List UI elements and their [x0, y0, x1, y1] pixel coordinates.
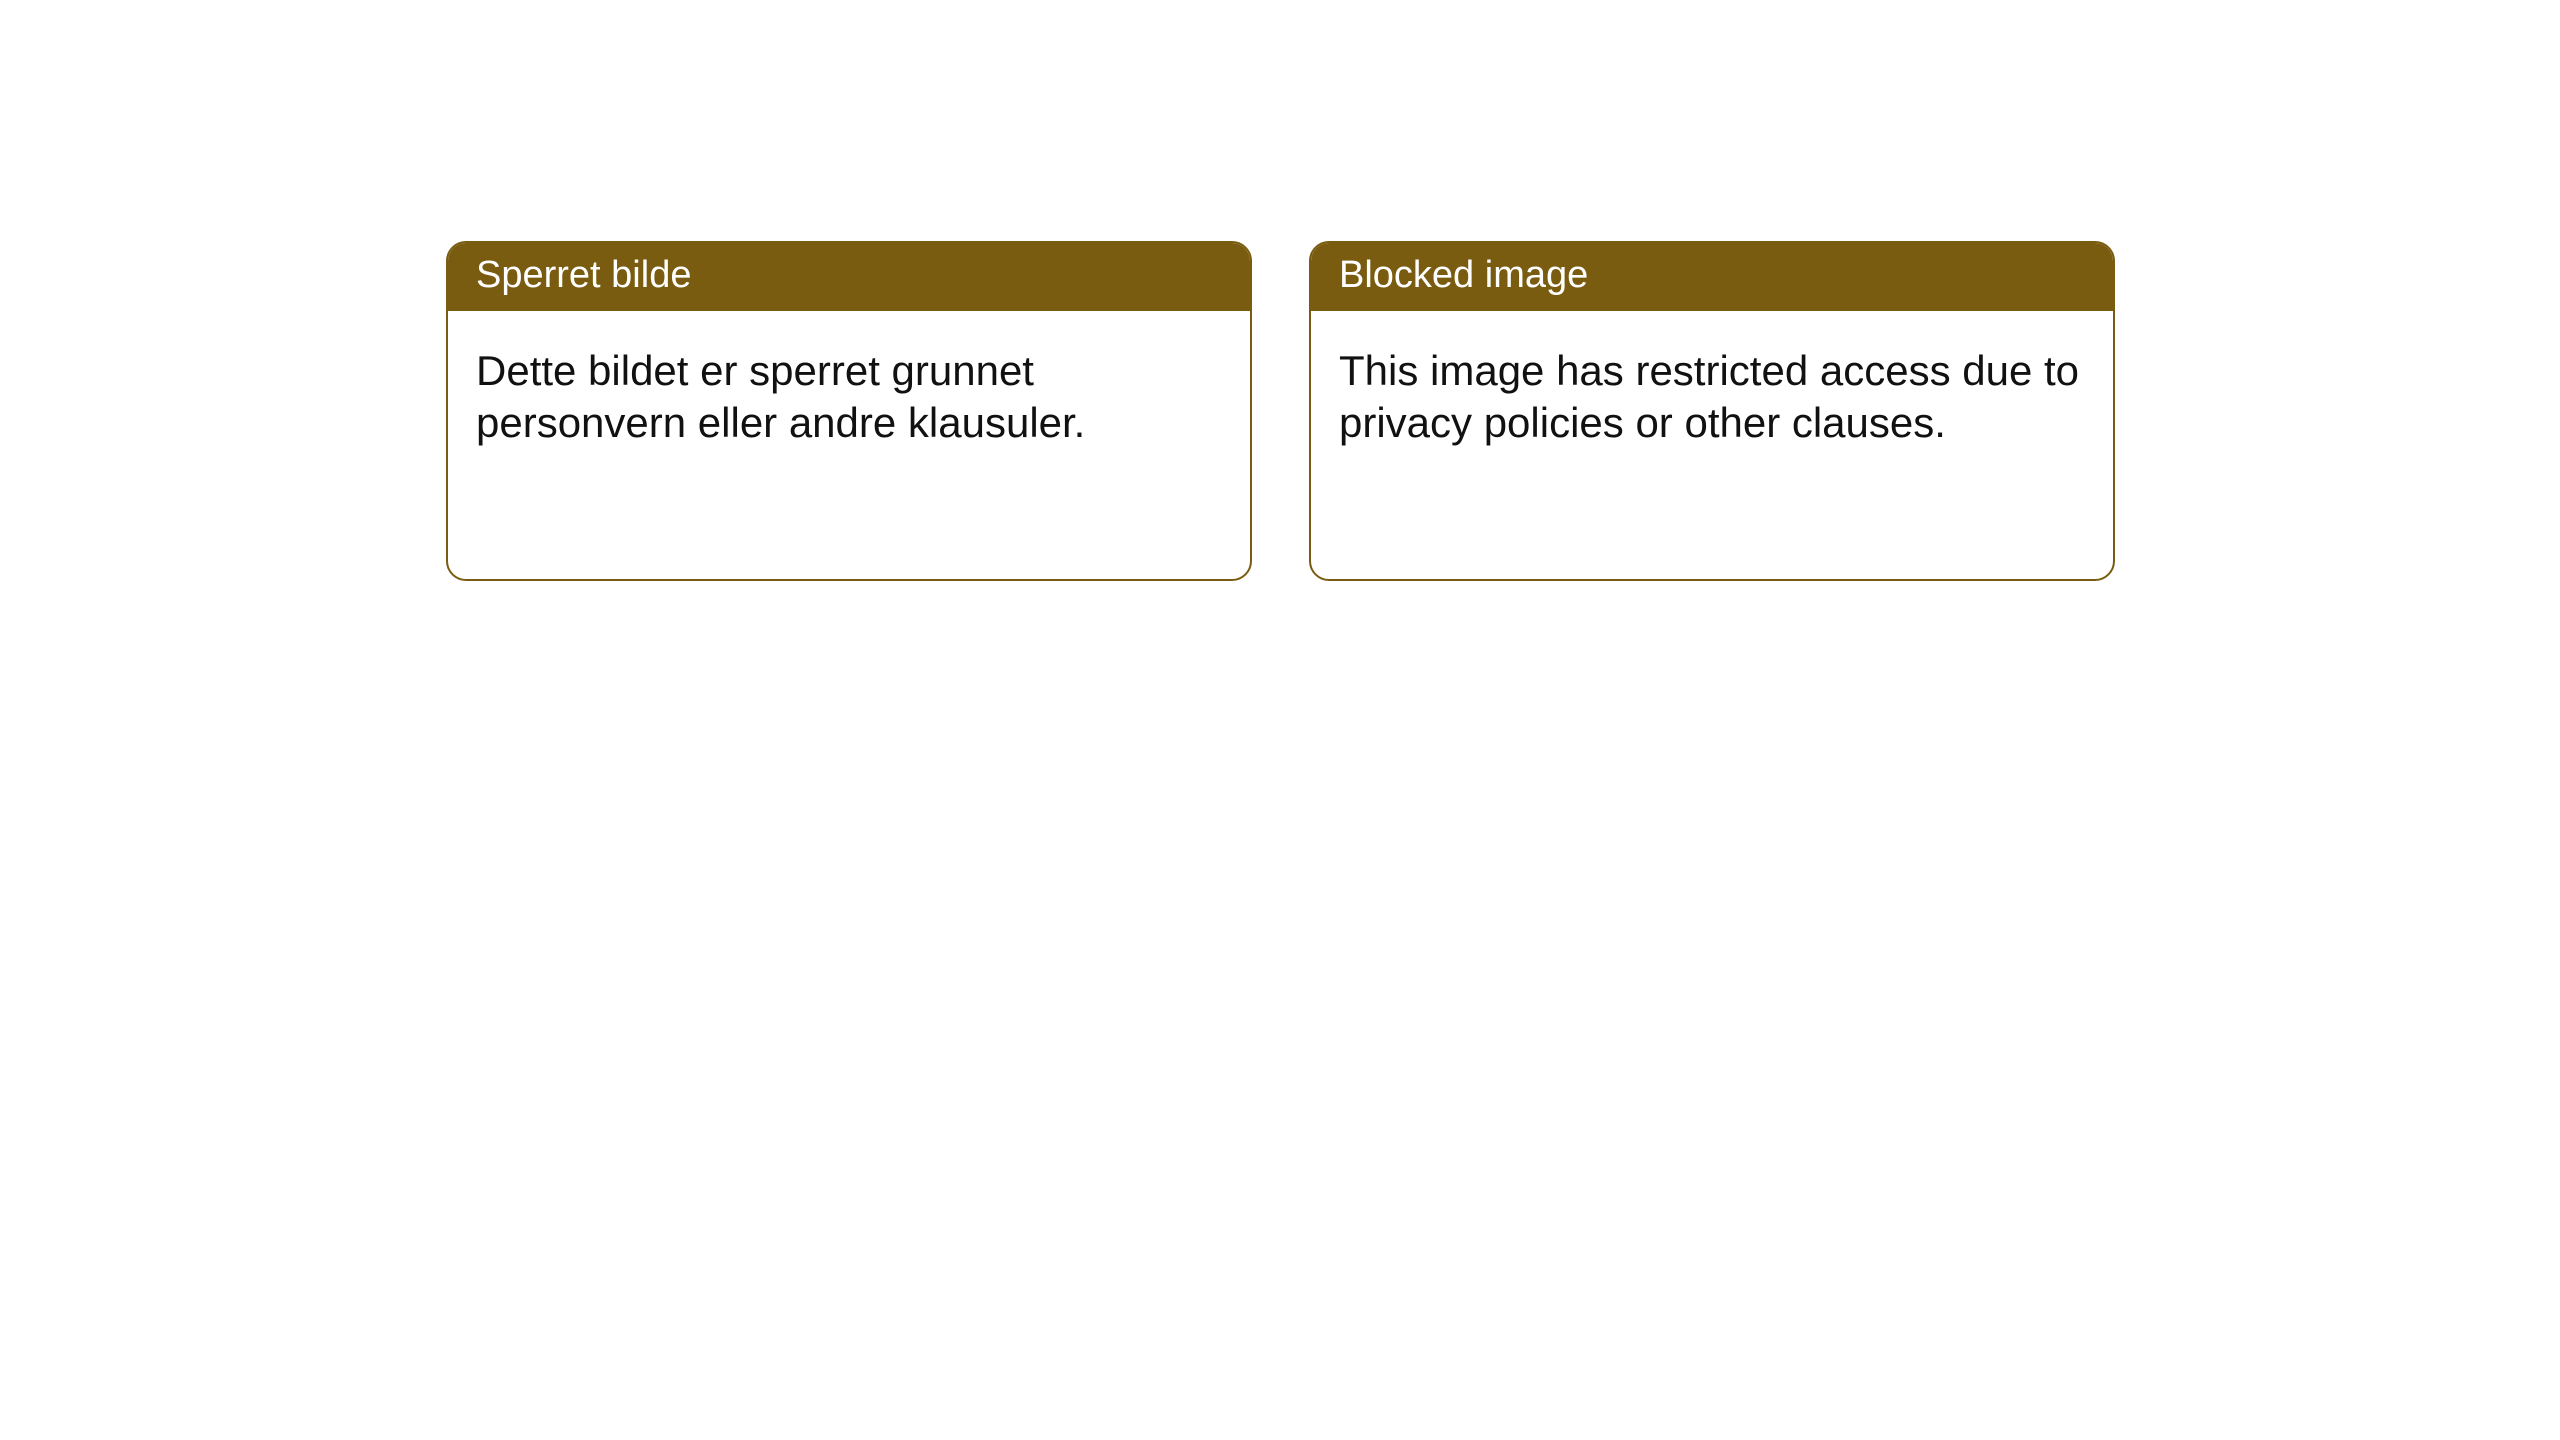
blocked-image-card-en: Blocked image This image has restricted …: [1309, 241, 2115, 581]
card-title-no: Sperret bilde: [448, 243, 1250, 311]
card-body-no: Dette bildet er sperret grunnet personve…: [448, 311, 1250, 478]
page-canvas: Sperret bilde Dette bildet er sperret gr…: [0, 0, 2560, 1440]
blocked-image-card-no: Sperret bilde Dette bildet er sperret gr…: [446, 241, 1252, 581]
card-body-en: This image has restricted access due to …: [1311, 311, 2113, 478]
card-title-en: Blocked image: [1311, 243, 2113, 311]
notice-cards-row: Sperret bilde Dette bildet er sperret gr…: [446, 241, 2115, 581]
